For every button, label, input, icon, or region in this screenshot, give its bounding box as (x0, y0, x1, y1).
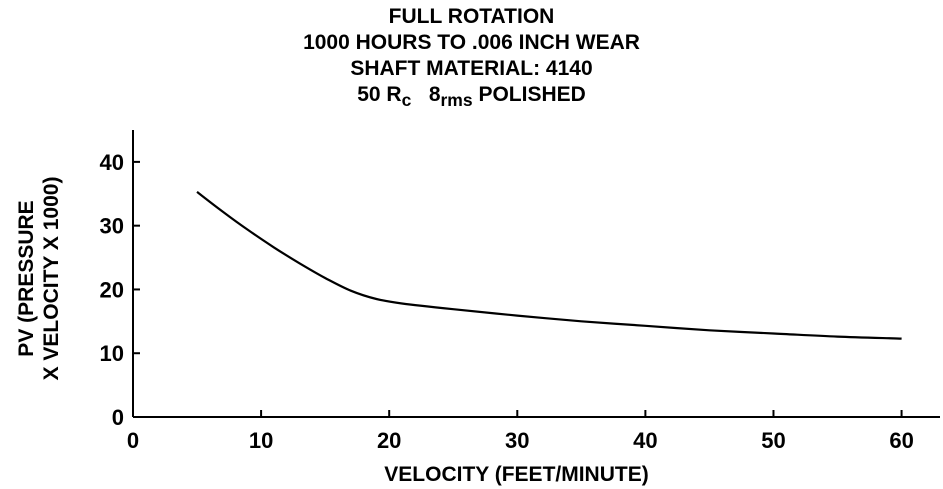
x-axis-title: VELOCITY (FEET/MINUTE) (384, 463, 648, 486)
y-axis-title: PV (PRESSURE X VELOCITY X 1000) (15, 177, 63, 381)
x-tick-label: 30 (505, 428, 529, 453)
y-axis-title-line-1: PV (PRESSURE (15, 200, 38, 356)
x-tick-label: 60 (889, 428, 913, 453)
x-ticks: 0 10 20 30 40 50 60 (127, 410, 914, 453)
title-finish-value: 8 (428, 83, 441, 106)
y-tick-label: 0 (112, 405, 124, 430)
title-finish-subscript: rms (440, 90, 473, 111)
y-tick-label: 40 (100, 150, 124, 175)
y-axis-title-line-2: X VELOCITY X 1000) (40, 177, 63, 381)
x-tick-label: 40 (633, 428, 657, 453)
title-finish-label: POLISHED (472, 83, 586, 106)
y-ticks: 0 10 20 30 40 (100, 150, 140, 430)
y-tick-label: 30 (100, 214, 124, 239)
x-tick-label: 0 (127, 428, 139, 453)
x-tick-label: 10 (249, 428, 273, 453)
title-hardness-value: 50 R (357, 83, 402, 106)
pv-curve (196, 191, 902, 340)
title-line-2: 1000 HOURS TO .006 INCH WEAR (303, 31, 640, 54)
y-tick-label: 20 (100, 277, 124, 302)
title-hardness-subscript: c (401, 90, 412, 111)
x-tick-label: 20 (377, 428, 401, 453)
title-line-4: 50 Rc 8rms POLISHED (0, 82, 943, 113)
x-tick-label: 50 (761, 428, 785, 453)
title-line-1: FULL ROTATION (388, 5, 555, 28)
title-line-3: SHAFT MATERIAL: 4140 (350, 57, 593, 80)
y-tick-label: 10 (100, 341, 124, 366)
